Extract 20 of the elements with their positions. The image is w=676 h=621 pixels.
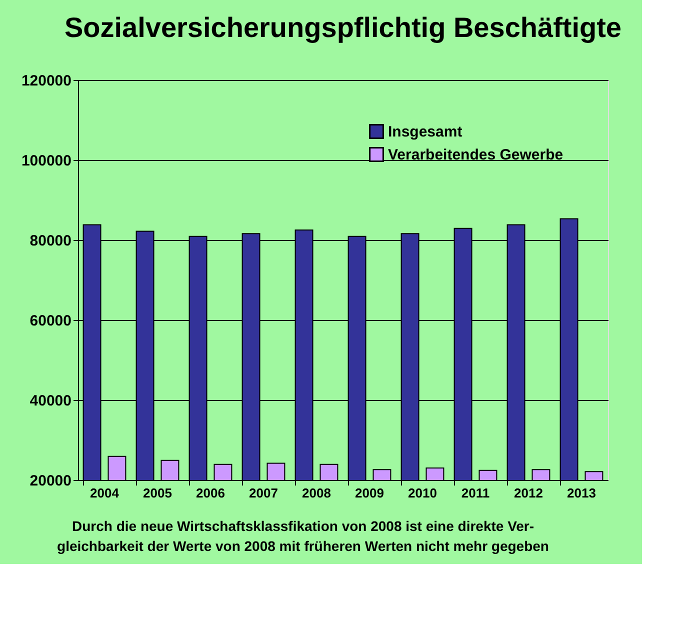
x-tick-label: 2012 [514,486,543,500]
y-tick-label: 100000 [21,152,72,170]
x-tick-label: 2008 [302,486,331,500]
x-tick-label: 2011 [461,486,490,500]
chart-title: Sozialversicherungspflichtig Beschäftigte [64,12,622,43]
legend-label: Insgesamt [388,124,462,140]
y-tick-label: 20000 [30,472,72,490]
y-tick-label: 120000 [21,72,72,90]
x-tick-label: 2009 [355,486,384,500]
y-tick-label: 80000 [30,232,72,250]
y-tick-label: 60000 [30,312,72,330]
x-tick-label: 2006 [196,486,225,500]
x-tick-label: 2007 [249,486,278,500]
y-tick-label: 40000 [30,392,72,410]
x-tick-label: 2013 [567,486,596,500]
x-tick-label: 2010 [408,486,437,500]
text: Durch die neue Wirtschaftsklassfikation von 2008 ist eine direkte Ver- gleichbarkeit der Werte von 2008 mit früheren Werten nicht mehr gegeben [57,518,549,554]
legend-label: Verarbeitendes Gewerbe [388,146,564,164]
x-tick-label: 2004 [90,486,120,500]
x-tick-label: 2005 [143,486,172,500]
